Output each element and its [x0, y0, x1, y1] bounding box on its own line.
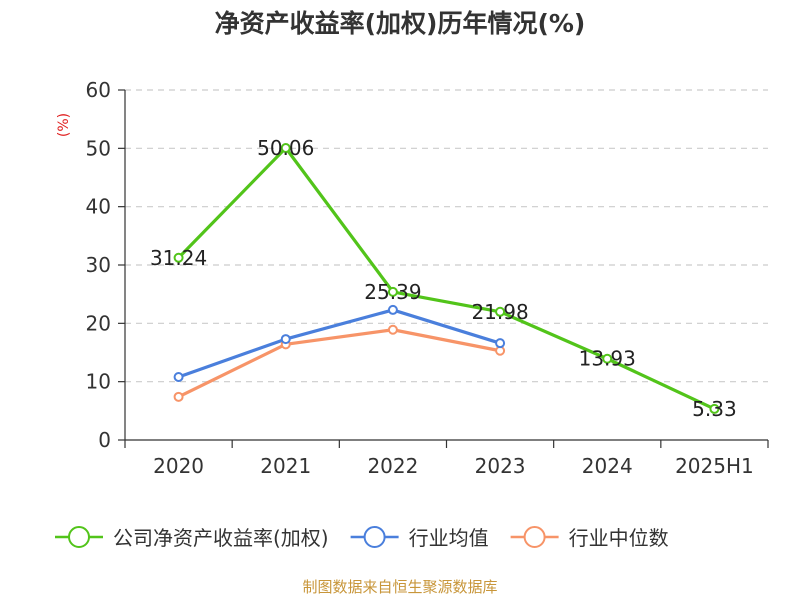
data-point-1	[173, 372, 184, 382]
legend-swatch-marker	[363, 526, 386, 548]
y-tick-label: 60	[86, 78, 111, 102]
source-note: 制图数据来自恒生聚源数据库	[302, 578, 497, 596]
series-line-1	[178, 308, 501, 379]
axes: 0 10 20 30 40 50 60 2020 2021 2022 2023 2024 2025H1	[86, 78, 769, 478]
legend-label: 公司净资产收益率(加权)	[113, 526, 329, 550]
data-point-0	[173, 252, 184, 263]
data-point-1	[495, 338, 506, 349]
data-label: 21.98	[471, 300, 528, 324]
data-point-1	[387, 304, 398, 315]
y-tick-label: 10	[86, 370, 111, 394]
legend-label: 行业均值	[409, 526, 489, 550]
x-tick-label: 2021	[260, 454, 311, 478]
y-axis-unit-label: (%)	[56, 113, 72, 137]
legend: 公司净资产收益率(加权) 行业均值 行业中位数	[55, 526, 669, 550]
data-point-1	[280, 334, 291, 345]
legend-label: 行业中位数	[569, 526, 669, 550]
data-label: 25.39	[364, 280, 421, 304]
data-label: 31.24	[150, 246, 207, 270]
data-point-0	[280, 142, 291, 153]
series-line-2	[177, 328, 501, 399]
gridlines	[125, 89, 768, 383]
x-tick-label: 2022	[367, 454, 418, 478]
legend-swatch-marker	[68, 526, 90, 548]
data-point-0	[602, 353, 613, 364]
data-point-0	[387, 286, 398, 297]
y-tick-label: 20	[86, 311, 111, 335]
data-labels: 31.24 50.06 25.39 21.98 13.93 5.33	[150, 136, 737, 421]
data-label: 13.93	[579, 347, 636, 371]
data-point-2	[173, 391, 184, 402]
chart-title: 净资产收益率(加权)历年情况(%)	[215, 9, 586, 38]
legend-item-0[interactable]: 公司净资产收益率(加权)	[55, 526, 329, 550]
series-points	[173, 142, 720, 414]
y-tick-label: 0	[98, 428, 111, 452]
x-tick-label: 2023	[475, 454, 526, 478]
x-tick-label: 2020	[153, 454, 204, 478]
x-tick-label: 2024	[582, 454, 633, 478]
series-line-0	[177, 146, 716, 411]
x-tick-label: 2025H1	[675, 454, 754, 478]
data-label: 5.33	[692, 397, 737, 421]
legend-item-2[interactable]: 行业中位数	[510, 526, 669, 550]
data-point-0	[495, 306, 506, 317]
y-tick-label: 50	[86, 136, 111, 160]
legend-swatch-marker	[523, 526, 546, 548]
data-label: 50.06	[257, 136, 314, 160]
y-tick-label: 40	[86, 195, 111, 219]
data-point-0	[709, 403, 720, 414]
series-lines	[177, 146, 716, 411]
legend-item-1[interactable]: 行业均值	[350, 526, 489, 550]
data-point-2	[387, 324, 398, 335]
y-tick-label: 30	[86, 253, 111, 277]
